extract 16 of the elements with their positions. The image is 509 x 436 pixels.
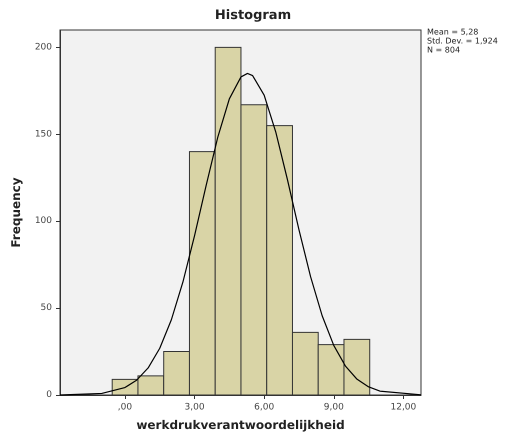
y-tick-label: 100: [34, 216, 52, 226]
x-axis-title: werkdrukverantwoordelijkheid: [136, 418, 345, 432]
x-tick-label: 9,00: [324, 402, 344, 412]
y-tick-label: 200: [34, 42, 52, 52]
x-tick-label: 3,00: [184, 402, 205, 412]
x-tick-label: ,00: [118, 402, 132, 412]
text: Std. Dev. = 1,924: [427, 36, 498, 46]
x-tick-label: 6,00: [254, 402, 274, 412]
y-tick-label: 0: [46, 390, 52, 400]
x-tick-label: 12,00: [390, 402, 417, 412]
y-tick-label: 150: [34, 129, 52, 140]
chart-title: Histogram: [214, 8, 292, 23]
y-axis-title: Frequency: [9, 177, 23, 248]
text: Mean = 5,28: [427, 28, 478, 36]
text: N = 804: [427, 46, 460, 54]
y-tick-label: 50: [40, 303, 52, 314]
